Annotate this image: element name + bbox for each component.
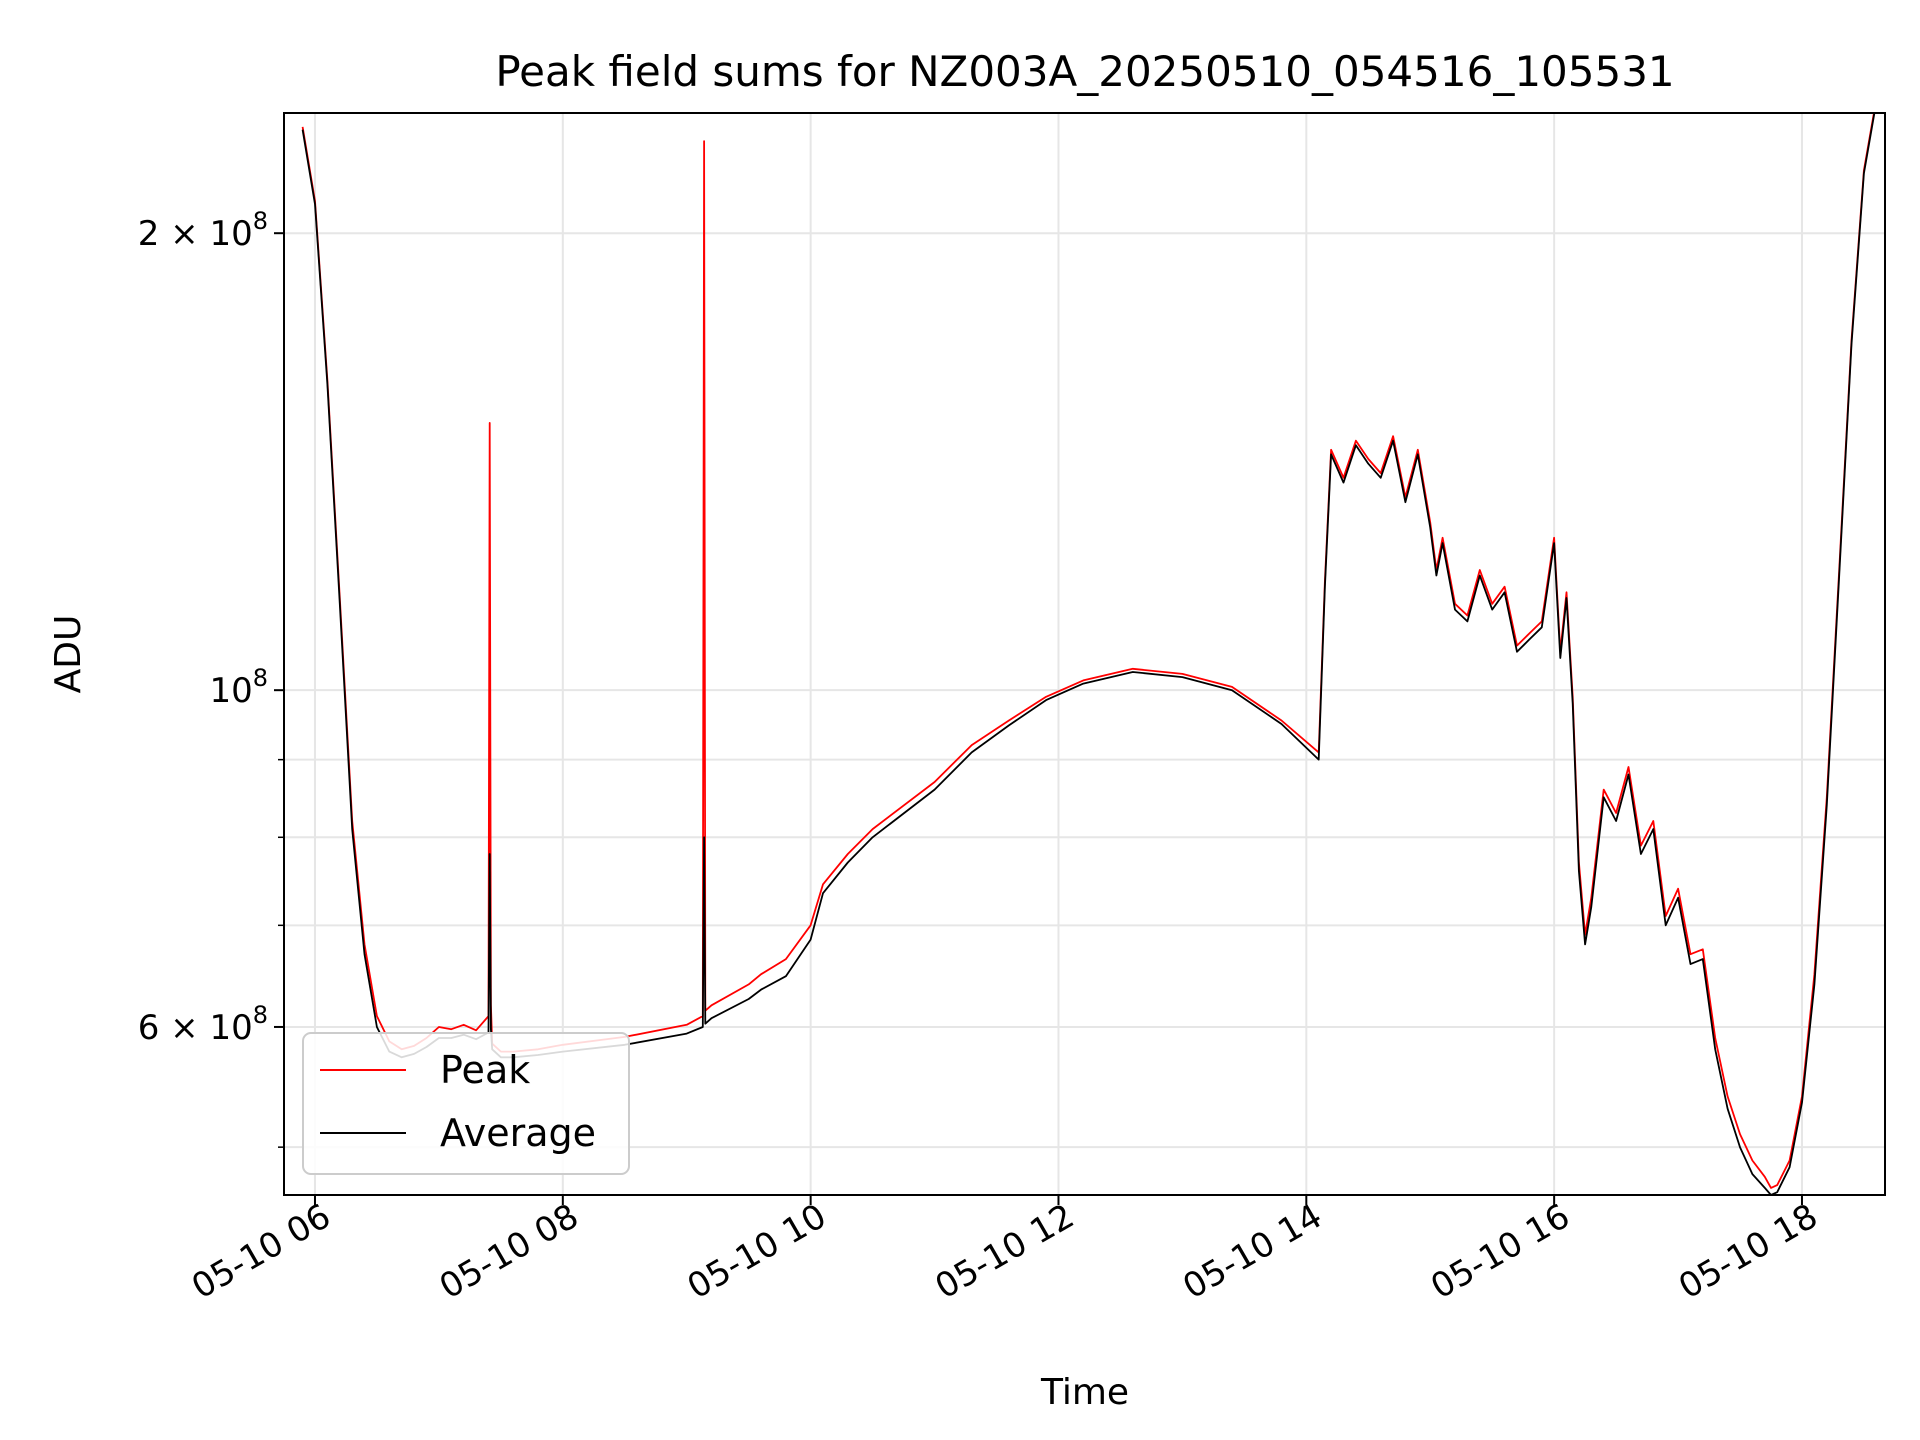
y-tick-label-base: 10 [209, 671, 252, 711]
series-line-peak [301, 113, 1875, 1189]
y-tick-label: 6 × 108 [138, 1001, 268, 1048]
legend: Peak Average [302, 1032, 630, 1175]
y-tick-label: 2 × 108 [138, 207, 268, 254]
x-axis-label: Time [1040, 1372, 1129, 1413]
legend-label-average: Average [440, 1111, 596, 1155]
y-tick-label-exponent: 8 [253, 664, 268, 692]
y-axis-label: ADU [48, 615, 89, 694]
grid [284, 113, 1885, 1195]
y-tick-label-exponent: 8 [253, 1001, 268, 1029]
series-group [301, 113, 1876, 1195]
y-tick-label-exponent: 8 [253, 207, 268, 235]
y-tick-label: 108 [209, 664, 268, 711]
legend-label-peak: Peak [440, 1048, 530, 1092]
series-line-average [301, 113, 1876, 1195]
y-tick-label-base: 6 × 10 [138, 1008, 253, 1048]
y-tick-label-base: 2 × 10 [138, 214, 253, 254]
legend-box [302, 1032, 630, 1175]
plot-frame [283, 112, 1886, 1196]
chart-title: Peak field sums for NZ003A_20250510_0545… [495, 47, 1674, 96]
